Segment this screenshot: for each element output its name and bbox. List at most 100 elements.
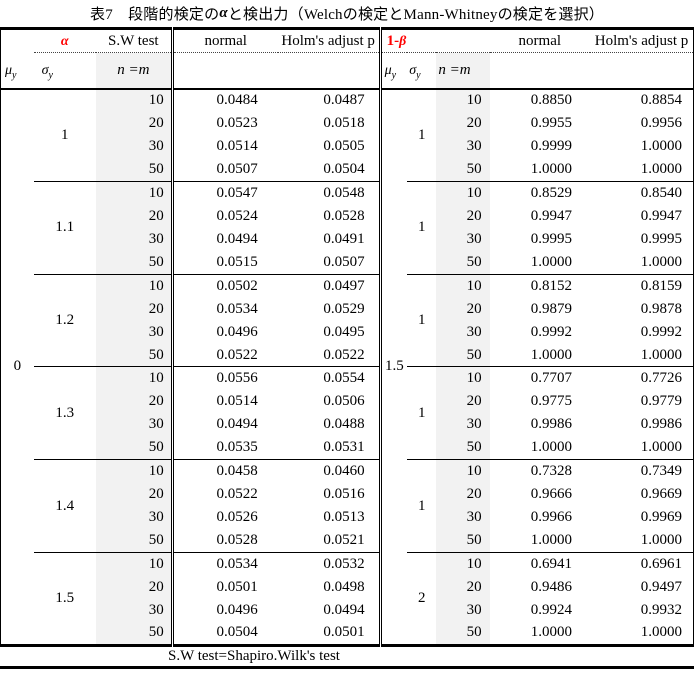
left-normal-header: normal — [172, 28, 278, 53]
right-normal-value: 1.0000 — [530, 253, 573, 270]
left-mu-value: 0 — [13, 358, 22, 375]
left-normal-value: 0.0507 — [216, 161, 258, 178]
right-normal-value: 0.9999 — [530, 138, 573, 155]
left-normal-value: 0.0534 — [216, 300, 258, 317]
left-sigma-value: 1.1 — [33, 180, 96, 274]
right-nm-header: n =m — [436, 52, 490, 90]
left-sigma-value: 1.4 — [33, 459, 96, 553]
left-normal-value: 0.0494 — [216, 416, 258, 433]
left-holm-value: 0.0513 — [277, 505, 382, 530]
table-row: 20 0.0524 0.0528 20 0.9947 0.9947 — [1, 204, 694, 228]
right-n-value: 10 — [436, 88, 490, 112]
left-normal-value: 0.0494 — [216, 230, 258, 247]
left-n-value: 10 — [95, 88, 174, 112]
right-holm-value: 0.7726 — [590, 366, 694, 390]
left-n-value: 10 — [95, 366, 174, 390]
left-n-value: 20 — [95, 297, 174, 321]
right-nm-header-spacer — [436, 28, 490, 53]
caption-prefix: 表7 段階的検定の — [90, 7, 220, 23]
right-n-value: 10 — [436, 458, 490, 483]
right-n-value: 30 — [436, 598, 490, 622]
right-holm-value: 1.0000 — [640, 532, 682, 549]
left-holm-value: 0.0506 — [277, 389, 382, 414]
left-normal-value: 0.0501 — [216, 578, 258, 595]
left-holm-value: 0.0497 — [277, 273, 382, 298]
table-row: 30 0.0496 0.0494 30 0.9924 0.9932 — [1, 598, 694, 622]
left-sigma-value: 1.3 — [33, 366, 96, 460]
right-n-value: 20 — [436, 482, 490, 506]
left-normal-value: 0.0504 — [216, 624, 258, 641]
table-row: 30 0.0494 0.0488 30 0.9986 0.9986 — [1, 413, 694, 437]
left-holm-header-spacer — [277, 52, 382, 90]
left-sigma-value: 1 — [61, 126, 69, 143]
right-sigma-value: 2 — [407, 551, 437, 645]
left-holm-value: 0.0528 — [277, 204, 382, 228]
right-holm-value: 0.9947 — [640, 207, 682, 224]
right-normal-value: 0.9995 — [530, 230, 573, 247]
right-holm-value: 1.0000 — [640, 346, 682, 363]
right-holm-value: 0.9956 — [640, 115, 682, 132]
left-nm-header: n =m — [95, 52, 174, 90]
table-row: 50 0.0515 0.0507 50 1.0000 1.0000 — [1, 250, 694, 274]
left-holm-value: 0.0460 — [277, 458, 382, 483]
header-row-1: α S.W test normal Holm's adjust p 1-β no… — [1, 28, 694, 53]
right-normal-value: 0.6941 — [489, 551, 591, 576]
right-n-value: 50 — [436, 158, 490, 182]
right-holm-value: 0.8159 — [590, 273, 694, 298]
left-n-value: 30 — [95, 320, 174, 344]
right-n-value: 30 — [436, 413, 490, 437]
table-row: 50 0.0522 0.0522 50 1.0000 1.0000 — [1, 343, 694, 367]
left-normal-value: 0.0514 — [216, 393, 258, 410]
right-sigma-header: σy — [407, 52, 437, 90]
left-normal-value: 0.0496 — [216, 601, 258, 618]
left-n-value: 50 — [95, 250, 174, 274]
table-row: 20 0.0523 0.0518 20 0.9955 0.9956 — [1, 111, 694, 135]
table-row: 30 0.0526 0.0513 30 0.9966 0.9969 — [1, 505, 694, 530]
table-row: 50 0.0528 0.0521 50 1.0000 1.0000 — [1, 529, 694, 553]
right-holm-value: 0.9969 — [640, 509, 682, 526]
right-holm-value: 1.0000 — [640, 439, 682, 456]
table-row: 20 0.0534 0.0529 20 0.9879 0.9878 — [1, 297, 694, 321]
table-row: 1.4 10 0.0458 0.0460 1 10 0.7328 0.7349 — [1, 458, 694, 553]
right-normal-value: 0.7328 — [489, 458, 591, 483]
left-n-value: 30 — [95, 227, 174, 251]
right-holm-value: 0.8540 — [590, 180, 694, 205]
right-normal-value: 0.9966 — [530, 509, 573, 526]
sw-test-header: S.W test — [95, 28, 174, 53]
left-holm-value: 0.0505 — [277, 134, 382, 159]
right-n-value: 50 — [436, 343, 490, 367]
right-n-value: 50 — [436, 436, 490, 460]
left-n-value: 30 — [95, 598, 174, 622]
left-normal-value: 0.0522 — [216, 486, 258, 503]
left-n-value: 30 — [95, 413, 174, 437]
left-holm-value: 0.0491 — [277, 227, 382, 251]
table-row: 50 0.0504 0.0501 50 1.0000 1.0000 — [1, 621, 694, 645]
left-holm-header: Holm's adjust p — [277, 28, 382, 53]
left-mu-header: μy — [0, 52, 34, 90]
right-n-value: 30 — [436, 227, 490, 251]
table-row: 1.1 10 0.0547 0.0548 1 10 0.8529 0.8540 — [1, 180, 694, 274]
right-n-value: 20 — [436, 297, 490, 321]
table-row: 20 0.0501 0.0498 20 0.9486 0.9497 — [1, 575, 694, 599]
left-normal-value: 0.0496 — [216, 323, 258, 340]
one-minus-beta-header: 1-β — [380, 28, 437, 53]
right-n-value: 50 — [436, 621, 490, 645]
left-normal-value: 0.0534 — [172, 551, 278, 576]
left-n-value: 20 — [95, 204, 174, 228]
left-normal-value: 0.0547 — [172, 180, 278, 205]
left-normal-value: 0.0514 — [216, 138, 258, 155]
left-n-value: 10 — [95, 551, 174, 576]
right-n-value: 10 — [436, 180, 490, 205]
right-normal-value: 0.9986 — [530, 416, 573, 433]
right-normal-value: 0.7707 — [489, 366, 591, 390]
left-holm-value: 0.0548 — [277, 180, 382, 205]
left-holm-value: 0.0507 — [277, 250, 382, 274]
header-row-2: μy σy n =m μy σy n =m — [0, 52, 694, 90]
left-normal-value: 0.0502 — [172, 273, 278, 298]
table-caption: 表7 段階的検定の α と検出力（Welchの検定とMann-Whitneyの検定を… — [0, 0, 694, 27]
right-n-value: 30 — [436, 505, 490, 530]
right-normal-value: 0.8152 — [489, 273, 591, 298]
right-holm-value: 0.8854 — [640, 92, 682, 109]
right-normal-value: 0.9947 — [530, 207, 573, 224]
right-holm-value: 1.0000 — [640, 624, 682, 641]
